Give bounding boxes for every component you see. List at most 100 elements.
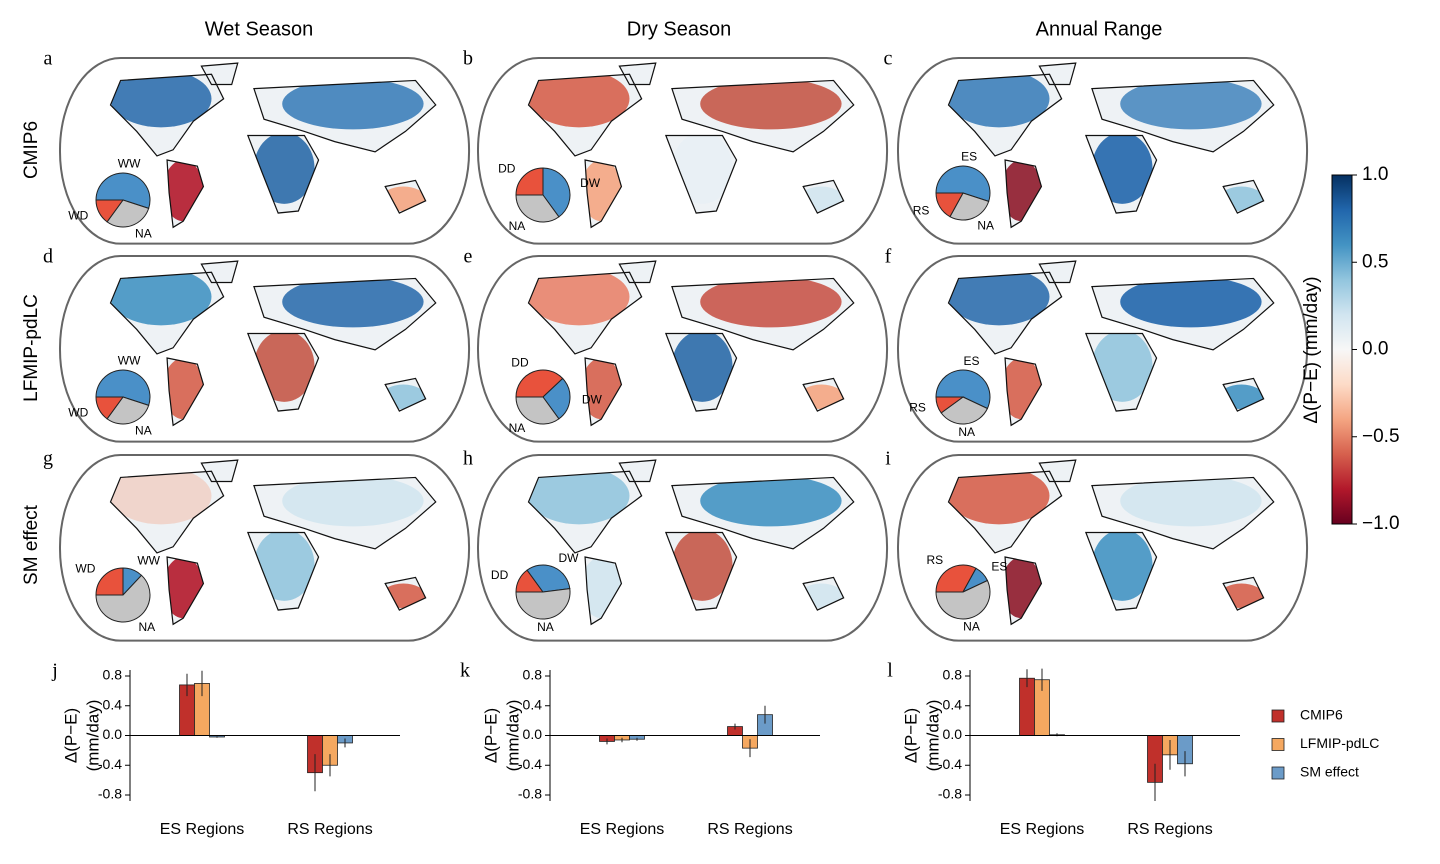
land-patch xyxy=(282,78,424,130)
pie-label: WD xyxy=(68,406,88,420)
coastline xyxy=(1091,79,1275,153)
coastline xyxy=(664,134,738,214)
map xyxy=(476,453,889,642)
colorbar-tick-label: 0.0 xyxy=(1362,339,1388,360)
map xyxy=(476,254,889,443)
x-tick-label: ES Regions xyxy=(160,821,245,838)
pie-slice xyxy=(542,167,571,218)
y-axis-label: Δ(P−E) xyxy=(481,708,500,763)
coastline xyxy=(802,179,845,214)
colorbar-tick-label: −1.0 xyxy=(1362,513,1400,534)
panel-letter: b xyxy=(463,48,473,70)
map xyxy=(476,56,889,245)
land-patch xyxy=(1091,330,1153,402)
pie-label: NA xyxy=(135,226,152,240)
coastline xyxy=(246,531,320,611)
pie-slice xyxy=(95,199,124,223)
coastline xyxy=(109,73,225,157)
legend-swatch xyxy=(1271,738,1285,751)
x-tick-label: RS Regions xyxy=(287,821,372,838)
land-patch xyxy=(282,475,424,527)
pie-label: WW xyxy=(137,554,160,568)
x-tick-label: ES Regions xyxy=(1000,821,1085,838)
pie-slice xyxy=(935,396,965,414)
pie-label: DD xyxy=(491,568,509,582)
pie-label: WD xyxy=(75,562,95,576)
pie-label: NA xyxy=(958,425,975,439)
coastline xyxy=(253,476,437,550)
coastline xyxy=(527,73,643,157)
land-patch xyxy=(528,70,630,128)
land-patch xyxy=(253,330,315,402)
y-axis-label: (mm/day) xyxy=(503,700,522,772)
pie-label: WW xyxy=(118,354,141,368)
coastline xyxy=(671,79,855,153)
panel-letter: c xyxy=(884,48,893,70)
row-label: LFMIP-pdLC xyxy=(21,294,42,402)
y-axis-label: (mm/day) xyxy=(83,700,102,772)
panel-letter: a xyxy=(44,48,53,70)
pie-label: NA xyxy=(977,219,994,233)
pie-label: WD xyxy=(68,209,88,223)
y-tick-label: 0.4 xyxy=(943,696,963,712)
colorbar-tick-label: 1.0 xyxy=(1362,164,1388,185)
legend-swatch xyxy=(1271,766,1285,780)
column-title: Dry Season xyxy=(627,18,732,40)
coastline xyxy=(1038,260,1077,284)
land-patch xyxy=(671,529,733,601)
pie-label: RS xyxy=(909,400,926,414)
land-patch xyxy=(1120,78,1262,130)
colorbar-label: Δ(P−E) (mm/day) xyxy=(1301,276,1322,423)
pie-label: ES xyxy=(961,150,977,164)
pie-label: NA xyxy=(135,423,152,437)
land-patch xyxy=(700,78,842,130)
coastline xyxy=(200,62,239,86)
coastline xyxy=(584,556,623,626)
pie-label: RS xyxy=(926,553,943,567)
panel-letter: f xyxy=(885,246,892,268)
y-tick-label: 0.4 xyxy=(523,696,543,712)
land-patch xyxy=(1120,475,1262,527)
coastline xyxy=(618,260,657,284)
pie-label: NA xyxy=(509,421,526,435)
land-patch xyxy=(671,132,733,204)
y-tick-label: -0.8 xyxy=(518,786,542,802)
y-tick-label: 0.0 xyxy=(523,726,543,742)
coastline xyxy=(166,159,205,229)
pie-label: ES xyxy=(991,560,1007,574)
coastline xyxy=(384,377,427,412)
coastline xyxy=(384,576,427,611)
pie-slice xyxy=(515,588,571,620)
coastline xyxy=(1222,179,1265,214)
coastline xyxy=(253,79,437,153)
coastline xyxy=(246,134,320,214)
pie-label: NA xyxy=(963,619,980,633)
map xyxy=(896,453,1309,642)
pie-slice xyxy=(515,194,560,223)
land xyxy=(528,261,854,426)
x-tick-label: RS Regions xyxy=(707,821,792,838)
pie-label: ES xyxy=(963,354,979,368)
coastline xyxy=(166,357,205,427)
coastline xyxy=(1084,134,1158,214)
coastline xyxy=(1084,531,1158,611)
coastline xyxy=(947,73,1063,157)
panel-letter: j xyxy=(51,660,58,682)
pie-slice xyxy=(526,564,571,593)
colorbar-tick-label: 0.5 xyxy=(1362,251,1388,272)
pie-slice xyxy=(935,564,977,593)
pie-slice xyxy=(95,567,124,596)
map xyxy=(58,56,471,245)
coastline xyxy=(166,556,205,626)
pie-label: NA xyxy=(509,219,526,233)
colorbar xyxy=(1331,174,1353,525)
land-patch xyxy=(671,330,733,402)
coastline xyxy=(1038,62,1077,86)
pie-label: DD xyxy=(511,356,529,370)
land-patch xyxy=(700,475,842,527)
legend-label: LFMIP-pdLC xyxy=(1300,735,1379,751)
coastline xyxy=(802,576,845,611)
coastline xyxy=(253,277,437,351)
y-tick-label: 0.8 xyxy=(943,667,963,683)
